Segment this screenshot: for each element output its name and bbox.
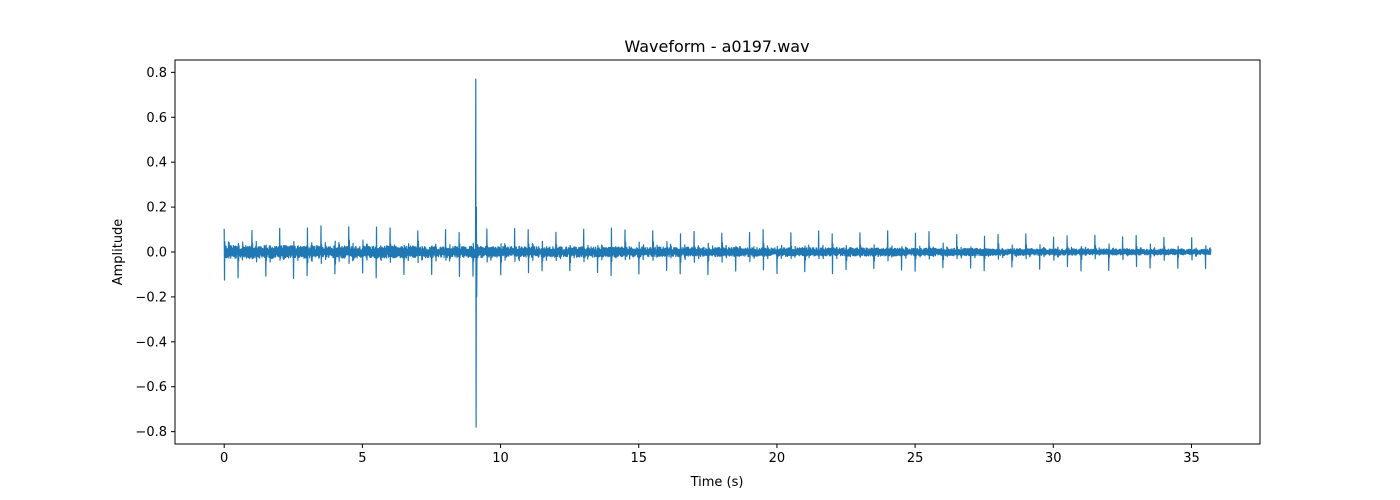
y-tick-label: 0.4 <box>146 156 167 171</box>
y-axis-label: Amplitude <box>111 219 126 286</box>
plot-area <box>223 78 1212 428</box>
y-tick-label: 0.0 <box>146 246 167 261</box>
y-tick-label: −0.8 <box>135 425 167 440</box>
x-tick-label: 30 <box>1045 451 1062 466</box>
x-tick-label: 15 <box>630 451 647 466</box>
x-tick-label: 5 <box>358 451 366 466</box>
y-tick-label: 0.8 <box>146 66 167 81</box>
x-tick-label: 0 <box>220 451 228 466</box>
x-axis-ticks: 0 5 10 15 20 25 30 35 <box>220 444 1200 466</box>
y-tick-label: 0.6 <box>146 111 167 126</box>
y-tick-label: 0.2 <box>146 201 167 216</box>
chart-title: Waveform - a0197.wav <box>624 37 809 56</box>
y-tick-label: −0.6 <box>135 380 167 395</box>
axes-frame <box>174 59 1261 445</box>
x-tick-label: 25 <box>907 451 924 466</box>
x-axis-label: Time (s) <box>690 475 744 490</box>
y-tick-label: −0.4 <box>135 335 167 350</box>
waveform-line <box>223 78 1212 428</box>
y-axis-ticks: 0.8 0.6 0.4 0.2 0.0 −0.2 −0.4 −0.6 −0.8 <box>135 66 175 440</box>
x-tick-label: 35 <box>1183 451 1200 466</box>
x-tick-label: 20 <box>769 451 786 466</box>
y-tick-label: −0.2 <box>135 290 167 305</box>
x-tick-label: 10 <box>492 451 509 466</box>
